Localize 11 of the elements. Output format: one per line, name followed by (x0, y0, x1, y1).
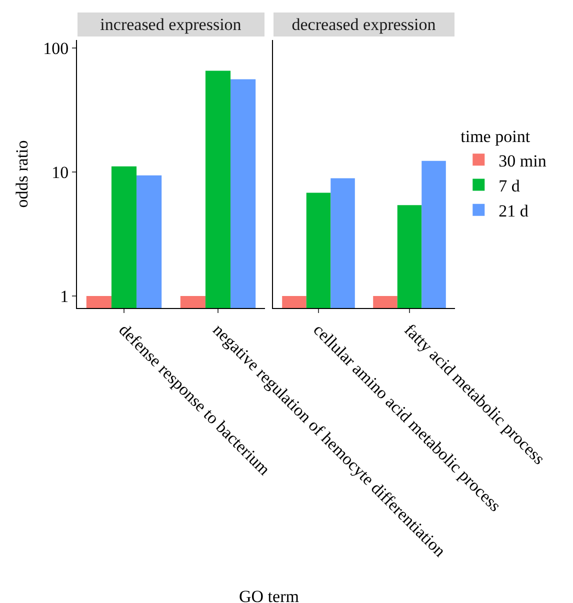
legend-label: 21 d (498, 201, 529, 220)
legend-title: time point (460, 127, 530, 146)
legend-label: 7 d (498, 176, 520, 196)
y-tick-label: 10 (52, 162, 69, 182)
y-tick-label: 100 (43, 38, 69, 58)
chart-title: decreased expression (292, 15, 436, 34)
x-axis-title: GO term (239, 587, 299, 603)
chart-title: increased expression (100, 15, 242, 34)
y-axis-title: odds ratio (12, 140, 32, 208)
y-tick-label: 1 (60, 286, 69, 306)
legend-label: 30 min (498, 151, 547, 170)
